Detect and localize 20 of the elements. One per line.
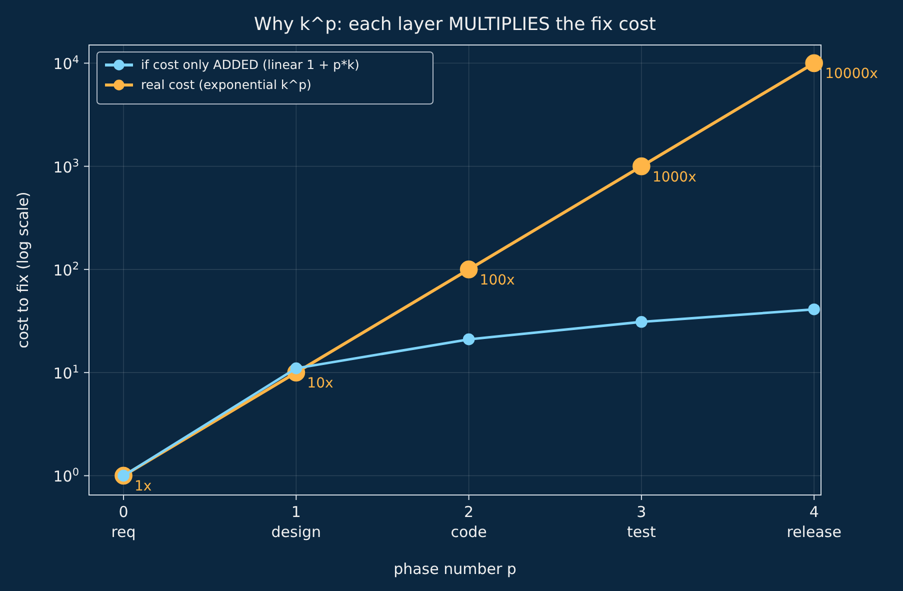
data-label: 1000x	[652, 169, 696, 186]
data-label: 10000x	[825, 66, 878, 82]
y-axis-title: cost to fix (log scale)	[14, 192, 32, 348]
y-tick-label: 10$^{3}$	[53, 157, 79, 176]
legend-label: if cost only ADDED (linear 1 + p*k)	[141, 57, 360, 72]
x-tick-label: 4 release	[786, 503, 842, 541]
x-tick-label: 0 req	[111, 503, 136, 541]
data-label: 1x	[134, 478, 152, 495]
y-tick-label: 10$^{0}$	[53, 466, 79, 486]
y-tick-label: 10$^{2}$	[53, 260, 79, 280]
y-tick-label: 10$^{1}$	[53, 364, 79, 383]
data-label: 10x	[307, 376, 334, 392]
data-label: 100x	[480, 272, 515, 288]
x-tick-label: 2 code	[450, 503, 487, 541]
y-tick-label: 10$^{4}$	[53, 54, 80, 74]
x-tick-label: 3 test	[627, 503, 656, 541]
x-axis-title: phase number p	[394, 560, 516, 578]
x-tick-label: 1 design	[271, 503, 322, 541]
chart-title: Why k^p: each layer MULTIPLIES the fix cost	[254, 14, 656, 35]
legend-label: real cost (exponential k^p)	[141, 77, 312, 92]
